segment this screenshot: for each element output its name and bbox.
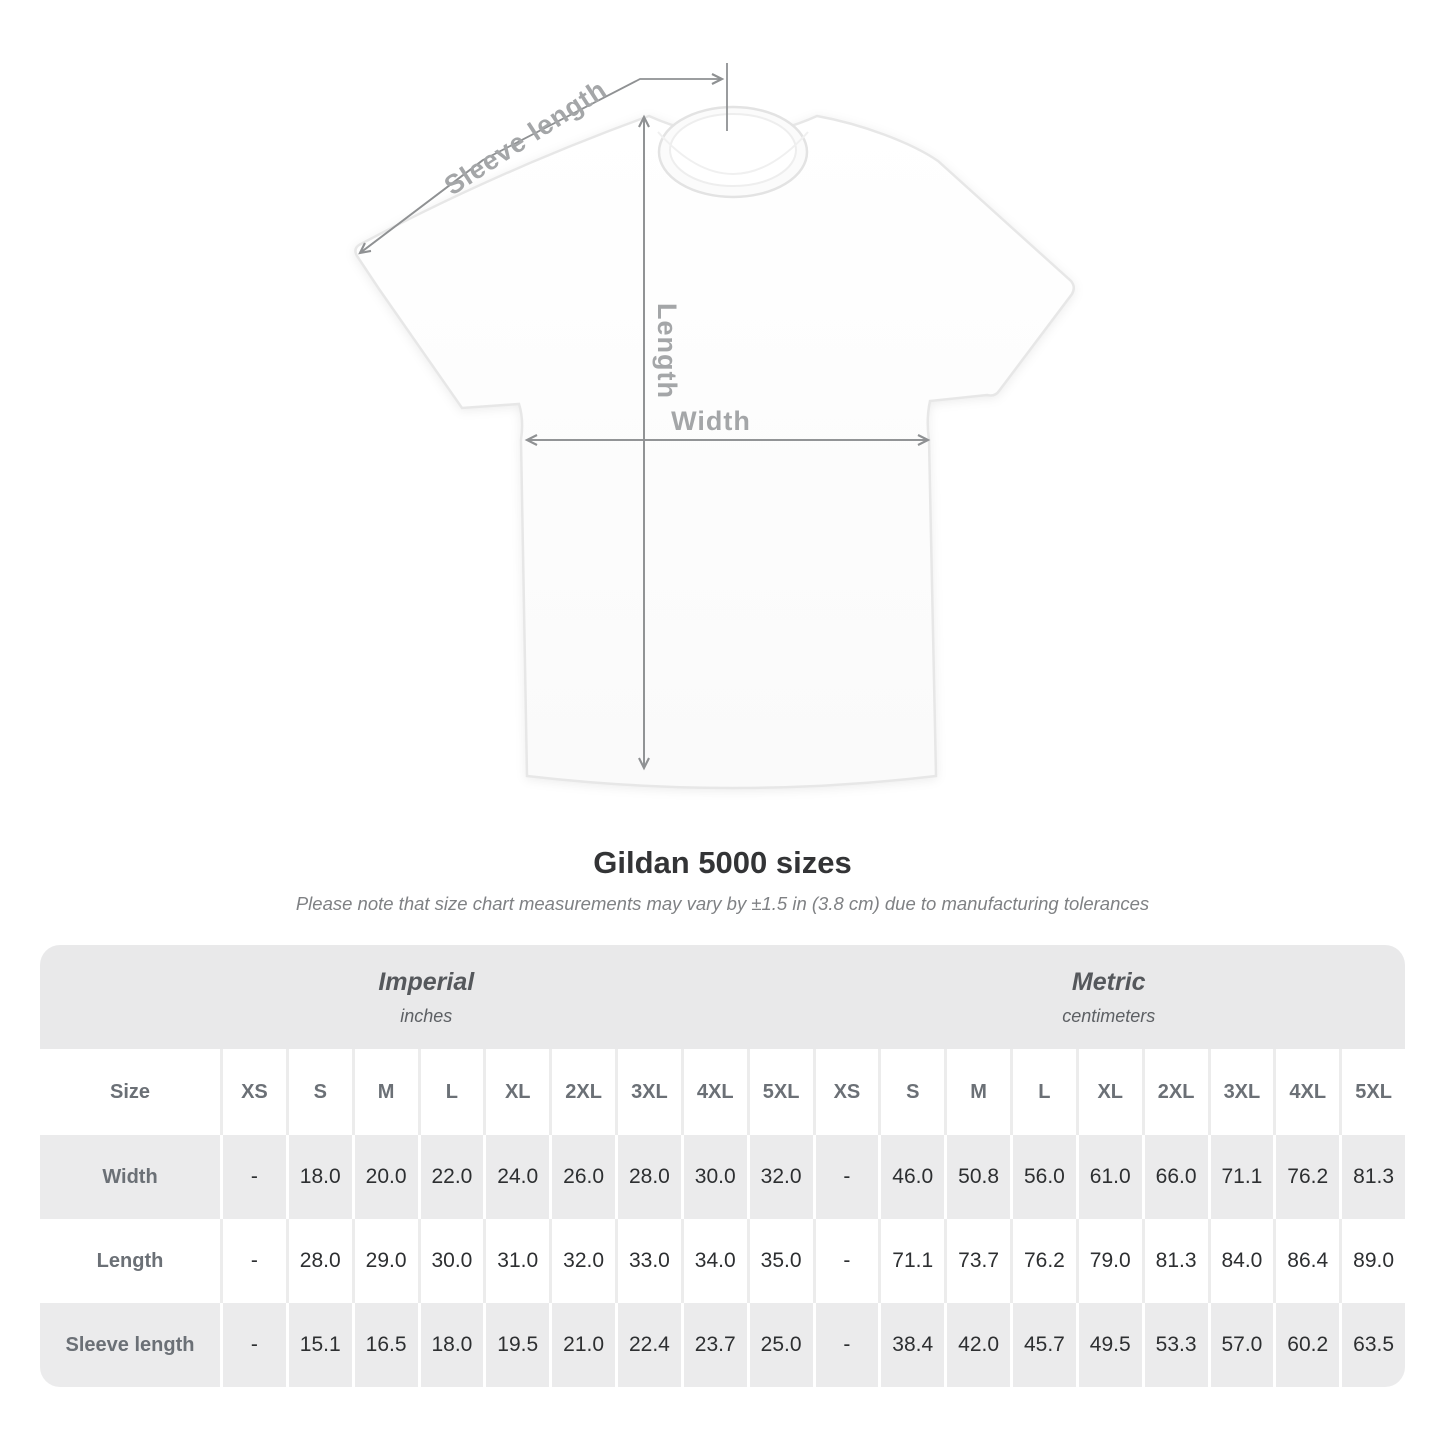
- unit-group-metric-name: Metric: [1071, 967, 1146, 996]
- table-cell: 49.5: [1075, 1303, 1142, 1387]
- table-cell: 21.0: [549, 1303, 615, 1387]
- table-cell: 81.3: [1141, 1219, 1208, 1303]
- table-cell: 31.0: [483, 1219, 550, 1303]
- row-label: Sleeve length: [40, 1303, 220, 1387]
- table-cell: -: [812, 1219, 879, 1303]
- table-cell: 30.0: [680, 1135, 747, 1219]
- unit-group-imperial: Imperial inches: [40, 945, 813, 1049]
- table-cell: 60.2: [1273, 1303, 1340, 1387]
- table-cell: 42.0: [944, 1303, 1010, 1387]
- table-cell: 57.0: [1207, 1303, 1274, 1387]
- table-cell: 66.0: [1141, 1135, 1208, 1219]
- length-label: Length: [652, 303, 682, 399]
- size-col-header-metric-4xl: 4XL: [1273, 1049, 1340, 1135]
- table-cell: 16.5: [351, 1303, 418, 1387]
- size-col-header-imperial-l: L: [417, 1049, 484, 1135]
- table-cell: -: [812, 1135, 879, 1219]
- table-cell: 19.5: [483, 1303, 550, 1387]
- table-cell: 76.2: [1273, 1135, 1340, 1219]
- size-header-cell: Size: [40, 1049, 220, 1135]
- table-cell: 34.0: [680, 1219, 747, 1303]
- page-subtitle: Please note that size chart measurements…: [295, 893, 1150, 914]
- table-cell: -: [220, 1219, 286, 1303]
- dimension-lines: [358, 63, 931, 771]
- table-cell: 18.0: [285, 1135, 352, 1219]
- page-title: Gildan 5000 sizes: [593, 845, 852, 880]
- table-cell: 28.0: [285, 1219, 352, 1303]
- table-cell: 32.0: [746, 1135, 813, 1219]
- table-cell: 24.0: [483, 1135, 550, 1219]
- table-cell: 22.4: [615, 1303, 681, 1387]
- table-cell: 18.0: [417, 1303, 484, 1387]
- unit-group-imperial-unit: inches: [400, 1005, 453, 1026]
- table-cell: 38.4: [878, 1303, 945, 1387]
- table-cell: 53.3: [1141, 1303, 1208, 1387]
- table-cell: 61.0: [1075, 1135, 1142, 1219]
- table-cell: 79.0: [1075, 1219, 1142, 1303]
- table-cell: 32.0: [549, 1219, 615, 1303]
- size-col-header-metric-5xl: 5XL: [1339, 1049, 1405, 1135]
- table-cell: 81.3: [1339, 1135, 1405, 1219]
- size-col-header-imperial-3xl: 3XL: [615, 1049, 681, 1135]
- row-label: Length: [40, 1219, 220, 1303]
- size-col-header-imperial-s: S: [285, 1049, 352, 1135]
- table-cell: 25.0: [746, 1303, 813, 1387]
- table-cell: 63.5: [1339, 1303, 1405, 1387]
- tshirt-illustration: Sleeve length Length Width: [354, 63, 1075, 790]
- unit-group-metric: Metric centimeters: [812, 945, 1405, 1049]
- table-cell: 28.0: [615, 1135, 681, 1219]
- table-cell: 46.0: [878, 1135, 945, 1219]
- table-cell: -: [220, 1303, 286, 1387]
- table-cell: 22.0: [417, 1135, 484, 1219]
- size-table: Imperial inches Metric centimeters Size X…: [40, 945, 1405, 1387]
- table-cell: 23.7: [680, 1303, 747, 1387]
- collar-inner: [669, 113, 797, 187]
- size-col-header-metric-l: L: [1010, 1049, 1076, 1135]
- table-cell: 33.0: [615, 1219, 681, 1303]
- size-col-header-imperial-xl: XL: [483, 1049, 550, 1135]
- table-cell: 89.0: [1339, 1219, 1405, 1303]
- table-cell: 45.7: [1010, 1303, 1076, 1387]
- size-table-grid: Imperial inches Metric centimeters Size X…: [40, 945, 1405, 1387]
- size-col-header-metric-s: S: [878, 1049, 945, 1135]
- table-cell: -: [220, 1135, 286, 1219]
- table-cell: 35.0: [746, 1219, 813, 1303]
- size-col-header-metric-xs: XS: [812, 1049, 879, 1135]
- size-col-header-imperial-4xl: 4XL: [680, 1049, 747, 1135]
- width-label: Width: [671, 406, 751, 436]
- table-cell: 50.8: [944, 1135, 1010, 1219]
- table-cell: 71.1: [1207, 1135, 1274, 1219]
- size-col-header-metric-2xl: 2XL: [1141, 1049, 1208, 1135]
- size-col-header-imperial-5xl: 5XL: [746, 1049, 813, 1135]
- table-cell: 20.0: [351, 1135, 418, 1219]
- table-cell: 26.0: [549, 1135, 615, 1219]
- table-cell: 56.0: [1010, 1135, 1076, 1219]
- size-col-header-metric-xl: XL: [1075, 1049, 1142, 1135]
- row-label: Width: [40, 1135, 220, 1219]
- table-cell: 29.0: [351, 1219, 418, 1303]
- collar-seam: [657, 131, 809, 175]
- table-cell: 30.0: [417, 1219, 484, 1303]
- tshirt-shape: [354, 105, 1075, 790]
- table-cell: 15.1: [285, 1303, 352, 1387]
- table-cell: 76.2: [1010, 1219, 1076, 1303]
- size-col-header-imperial-2xl: 2XL: [549, 1049, 615, 1135]
- size-col-header-metric-m: M: [944, 1049, 1010, 1135]
- table-cell: 84.0: [1207, 1219, 1274, 1303]
- size-col-header-metric-3xl: 3XL: [1207, 1049, 1274, 1135]
- unit-group-metric-unit: centimeters: [1062, 1005, 1156, 1026]
- size-col-header-imperial-xs: XS: [220, 1049, 286, 1135]
- table-cell: 71.1: [878, 1219, 945, 1303]
- table-cell: 73.7: [944, 1219, 1010, 1303]
- table-cell: -: [812, 1303, 879, 1387]
- sleeve-length-arrowhead-line: [358, 159, 484, 255]
- table-cell: 86.4: [1273, 1219, 1340, 1303]
- unit-group-imperial-name: Imperial: [378, 967, 475, 996]
- size-col-header-imperial-m: M: [351, 1049, 418, 1135]
- tshirt-measurement-diagram: Sleeve length Length Width: [354, 63, 1075, 790]
